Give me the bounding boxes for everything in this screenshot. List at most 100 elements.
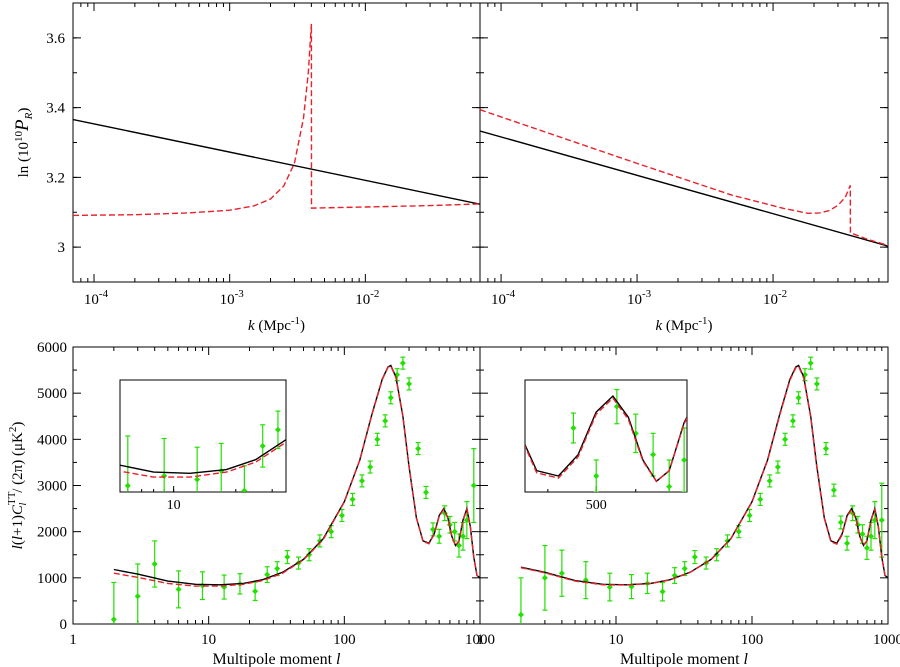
cmb-data-marker: [681, 565, 688, 572]
cmb-data-marker: [795, 394, 802, 401]
cmb-data-marker: [868, 533, 875, 540]
cmb-data-point: [813, 377, 820, 391]
cmb-data-marker: [766, 477, 773, 484]
x-tick-label: 10-2: [763, 288, 787, 308]
cmb-data-marker: [813, 380, 820, 387]
cmb-data-point: [807, 356, 814, 370]
cmb-data-point: [151, 540, 158, 588]
cmb-data-point: [399, 356, 406, 370]
cmb-data-point: [844, 535, 851, 551]
cmb-data-point: [837, 515, 844, 530]
cmb-data-marker: [264, 571, 271, 578]
cmb-data-marker: [134, 593, 141, 600]
cmb-data-marker: [724, 537, 731, 544]
cmb-data-point: [671, 567, 678, 584]
inset-data-marker: [666, 483, 673, 490]
cmb-data-marker: [822, 445, 829, 452]
cmb-data-point: [517, 577, 524, 624]
inset-series-feature: [525, 397, 687, 483]
y-axis-label: ln (1010PR): [12, 108, 35, 178]
cmb-data-point: [628, 574, 635, 600]
y-tick-label: 3.2: [46, 170, 65, 186]
y-tick-label: 3.6: [46, 31, 65, 47]
cmb-data-point: [374, 432, 381, 446]
cmb-data-marker: [830, 487, 837, 494]
cmb-data-point: [284, 549, 291, 565]
cmb-data-marker: [782, 436, 789, 443]
cmb-data-marker: [284, 554, 291, 561]
inset-data-marker: [545, 350, 551, 356]
y-tick-label: 3.4: [46, 101, 65, 117]
y-tick-label: 0: [60, 617, 68, 633]
cmb-data-point: [264, 566, 271, 584]
x-tick-label: 1: [69, 632, 77, 648]
series-feature: [480, 109, 888, 247]
plot-frame: [72, 2, 481, 283]
x-axis-label: Multipole moment l: [213, 651, 342, 667]
cmb-data-marker: [859, 530, 866, 537]
cmb-data-marker: [382, 417, 389, 424]
cmb-data-point: [423, 485, 430, 500]
cmb-data-point: [795, 391, 802, 405]
cmb-data-point: [691, 549, 698, 565]
x-tick-label: 10-2: [355, 288, 379, 308]
series-power-law: [73, 118, 480, 205]
cmb-data-marker: [735, 528, 742, 535]
cmb-data-marker: [558, 570, 565, 577]
cmb-data-marker: [844, 540, 851, 547]
cmb-data-marker: [175, 586, 182, 593]
x-tick-label: 100: [741, 632, 764, 648]
y-tick-label: 5000: [37, 386, 67, 402]
cmb-data-point: [724, 534, 731, 548]
cmb-data-marker: [423, 489, 430, 496]
x-axis-label: k (Mpc-1): [655, 315, 712, 334]
cmb-data-marker: [691, 554, 698, 561]
inset-data-point: [194, 446, 201, 492]
x-tick-label: 10: [609, 632, 624, 648]
cmb-data-marker: [659, 588, 666, 595]
inset-data-point: [259, 424, 266, 468]
x-tick-label: 10-4: [491, 288, 516, 308]
cmb-data-point: [859, 524, 866, 544]
cmb-data-point: [735, 525, 742, 539]
cmb-data-point: [878, 482, 885, 558]
inset-series-power-law: [120, 438, 286, 475]
cmb-data-point: [863, 535, 870, 560]
inset-x-tick-label: 10: [167, 498, 181, 513]
cmb-data-point: [541, 544, 548, 611]
cmb-data-point: [221, 574, 228, 600]
cmb-data-point: [349, 492, 356, 506]
inset-data-point: [593, 459, 600, 492]
series-feature: [113, 364, 480, 587]
bottom-panel-left: 1 10 100 1000 0 1000 2000 3000 4000 5000 6000 Multi…: [6, 340, 495, 667]
cmb-data-point: [606, 572, 613, 602]
cmb-data-marker: [746, 512, 753, 519]
cmb-data-point: [681, 561, 688, 577]
inset-data-marker: [241, 487, 248, 492]
inset-data-marker: [194, 476, 201, 483]
inset-data-point: [124, 435, 131, 492]
cmb-data-marker: [470, 482, 477, 489]
cmb-data-marker: [415, 445, 422, 452]
cmb-data-point: [789, 414, 796, 428]
x-tick-label: 10-3: [220, 288, 245, 308]
cmb-data-marker: [399, 360, 406, 367]
inset-x-tick-label: 500: [586, 498, 607, 513]
y-tick-label: 3000: [37, 479, 67, 495]
y-tick-label: 2000: [37, 525, 67, 541]
x-tick-label: 10-3: [627, 288, 652, 308]
cmb-data-point: [382, 414, 389, 428]
inset-data-marker: [274, 426, 281, 433]
cmb-data-point: [822, 441, 829, 456]
inset-panel: 500: [524, 350, 688, 513]
cmb-data-marker: [451, 528, 458, 535]
cmb-data-marker: [151, 560, 158, 567]
x-axis-label: Multipole moment l: [620, 651, 749, 667]
cmb-data-marker: [338, 512, 345, 519]
cmb-data-point: [830, 483, 837, 497]
top-panel-left: 10-4 10-3 10-2 3 3.2 3.4 3.6 k (Mpc-1) ln (1010P…: [12, 2, 481, 334]
cmb-data-point: [175, 570, 182, 609]
y-tick-label: 3: [58, 240, 66, 256]
inset-data-marker: [570, 425, 577, 431]
cmb-data-point: [782, 432, 789, 446]
